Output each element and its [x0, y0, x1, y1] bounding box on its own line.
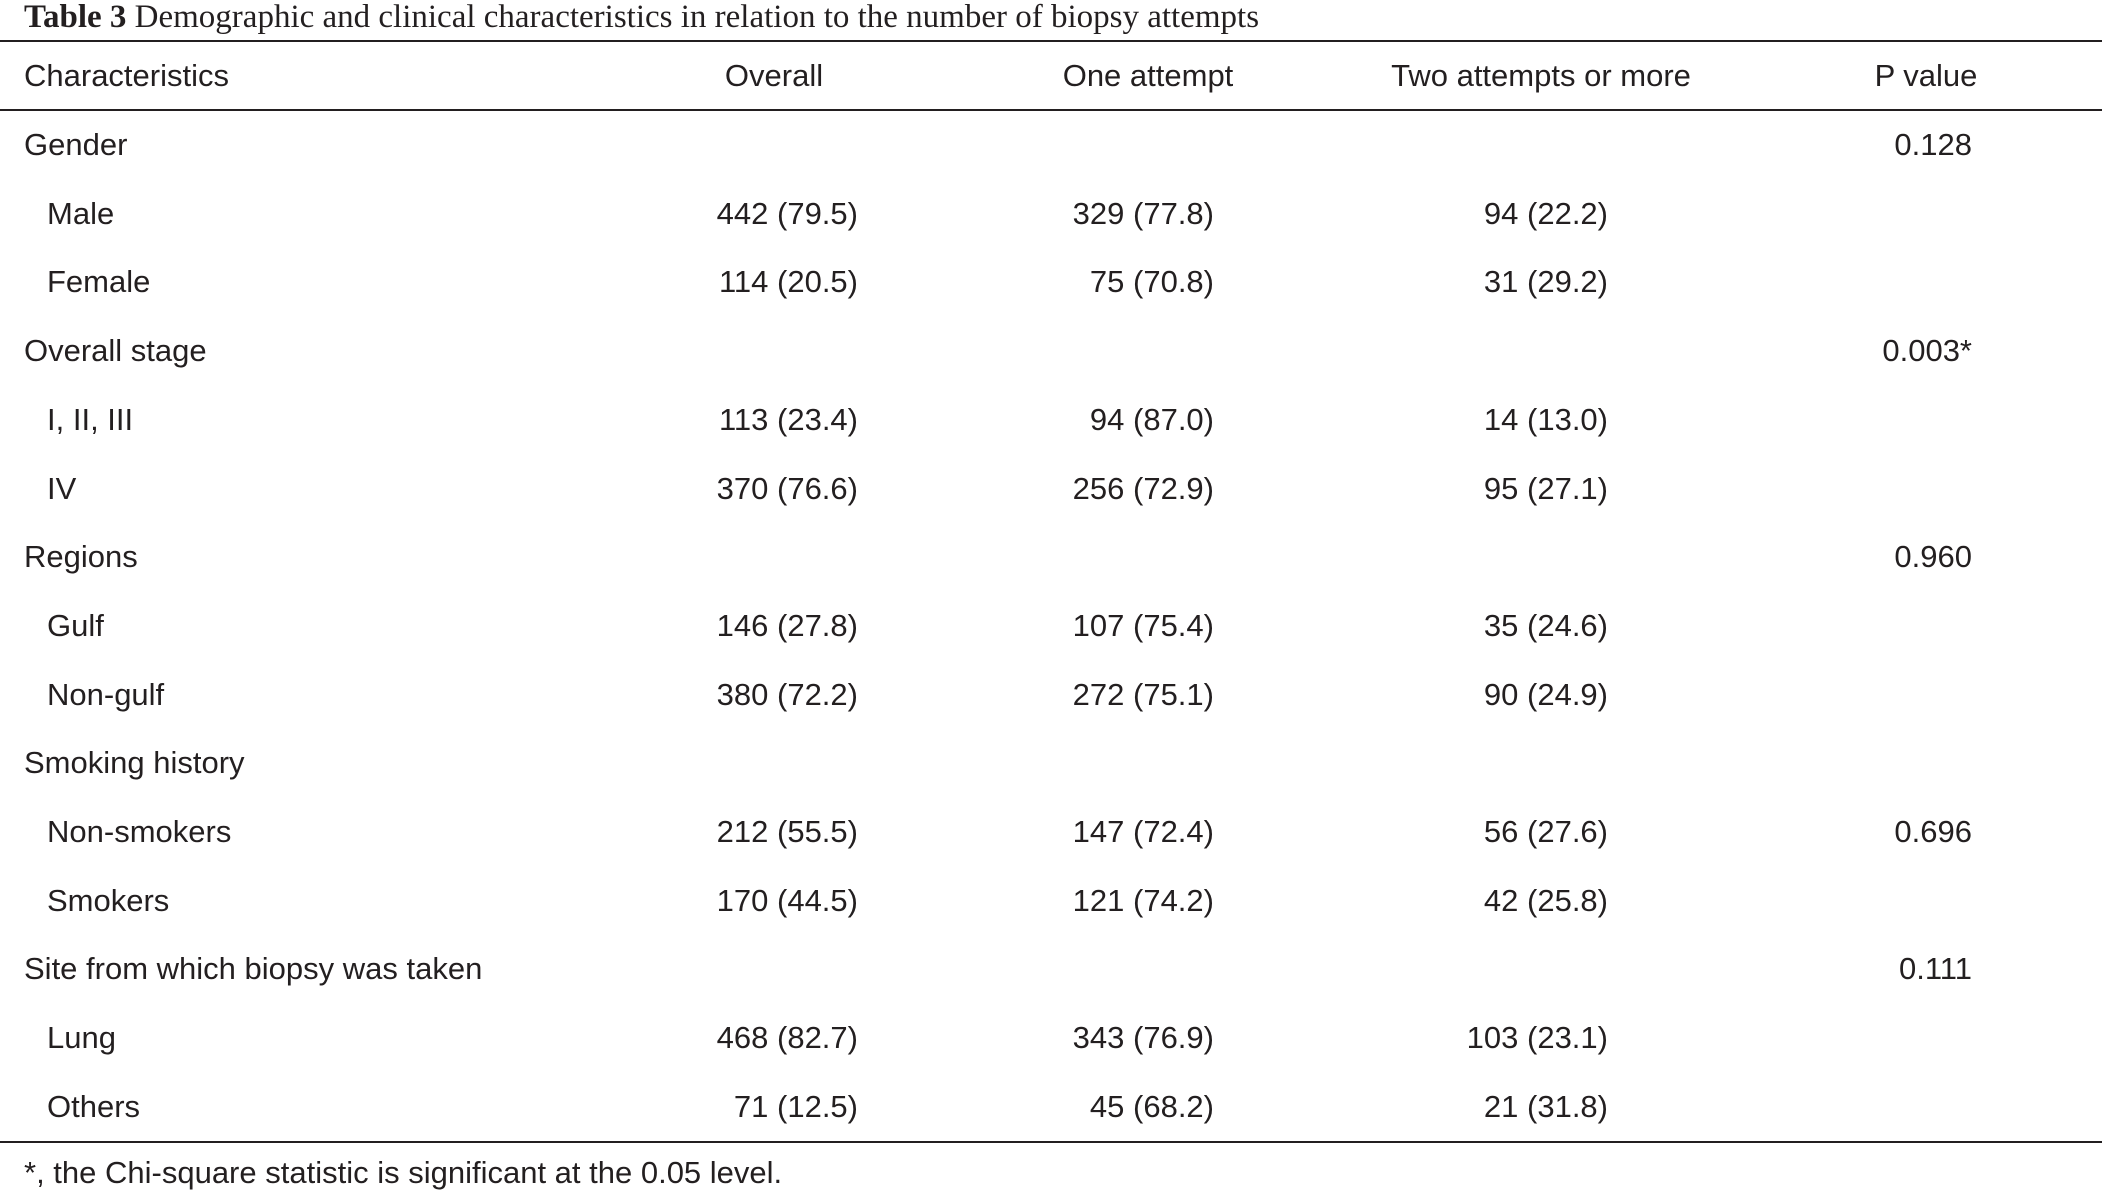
cell-two-attempts-or-more: 35 (24.6)	[1483, 608, 1608, 643]
cell-two-attempts-or-more: 42 (25.8)	[1483, 883, 1608, 918]
cell-overall: 113 (23.4)	[718, 402, 858, 437]
row-label: Non-smokers	[47, 814, 232, 849]
row-group-label: Overall stage	[24, 333, 207, 368]
header-two-attempts-or-more: Two attempts or more	[1391, 58, 1691, 93]
row-label: Female	[47, 264, 151, 299]
row-group-label: Smoking history	[24, 745, 245, 780]
cell-two-attempts-or-more: 31 (29.2)	[1483, 264, 1608, 299]
row-label: Male	[47, 196, 115, 231]
row-label: Lung	[47, 1020, 116, 1055]
header-characteristics: Characteristics	[24, 58, 229, 93]
row-label: IV	[47, 471, 77, 506]
cell-one-attempt: 75 (70.8)	[1089, 264, 1214, 299]
cell-p-value: 0.960	[1894, 539, 1972, 574]
cell-one-attempt: 147 (72.4)	[1072, 814, 1214, 849]
header-p-value: P value	[1874, 58, 1978, 93]
cell-two-attempts-or-more: 21 (31.8)	[1483, 1089, 1608, 1124]
table-header-rule	[0, 109, 2102, 111]
cell-p-value: 0.003*	[1882, 333, 1972, 368]
cell-one-attempt: 256 (72.9)	[1072, 471, 1214, 506]
cell-p-value: 0.696	[1894, 814, 1972, 849]
cell-overall: 370 (76.6)	[716, 471, 858, 506]
cell-one-attempt: 272 (75.1)	[1072, 677, 1214, 712]
row-label: Gulf	[47, 608, 104, 643]
cell-one-attempt: 343 (76.9)	[1072, 1020, 1214, 1055]
cell-one-attempt: 107 (75.4)	[1072, 608, 1214, 643]
row-group-label: Site from which biopsy was taken	[24, 951, 483, 986]
row-label: Non-gulf	[47, 677, 165, 712]
cell-overall: 170 (44.5)	[716, 883, 858, 918]
row-group-label: Regions	[24, 539, 138, 574]
cell-two-attempts-or-more: 90 (24.9)	[1483, 677, 1608, 712]
cell-overall: 71 (12.5)	[733, 1089, 858, 1124]
cell-one-attempt: 45 (68.2)	[1089, 1089, 1214, 1124]
cell-one-attempt: 94 (87.0)	[1089, 402, 1214, 437]
cell-two-attempts-or-more: 56 (27.6)	[1483, 814, 1608, 849]
row-label: Others	[47, 1089, 141, 1124]
cell-two-attempts-or-more: 94 (22.2)	[1483, 196, 1608, 231]
table-footnote: *, the Chi-square statistic is significa…	[24, 1155, 783, 1190]
row-label: I, II, III	[47, 402, 134, 437]
cell-p-value: 0.128	[1894, 127, 1972, 162]
table-bottom-rule	[0, 1141, 2102, 1143]
cell-overall: 468 (82.7)	[716, 1020, 858, 1055]
cell-one-attempt: 121 (74.2)	[1072, 883, 1214, 918]
cell-two-attempts-or-more: 14 (13.0)	[1483, 402, 1608, 437]
cell-one-attempt: 329 (77.8)	[1072, 196, 1214, 231]
table-caption-label: Table 3	[24, 0, 127, 35]
cell-overall: 212 (55.5)	[716, 814, 858, 849]
table-caption: Table 3 Demographic and clinical charact…	[24, 0, 1259, 36]
cell-overall: 380 (72.2)	[716, 677, 858, 712]
cell-p-value: 0.111	[1899, 951, 1972, 986]
cell-overall: 146 (27.8)	[716, 608, 858, 643]
row-label: Smokers	[47, 883, 170, 918]
cell-two-attempts-or-more: 95 (27.1)	[1483, 471, 1608, 506]
header-one-attempt: One attempt	[1062, 58, 1234, 93]
cell-overall: 114 (20.5)	[718, 264, 858, 299]
cell-two-attempts-or-more: 103 (23.1)	[1466, 1020, 1608, 1055]
table-caption-text: Demographic and clinical characteristics…	[134, 0, 1260, 35]
header-overall: Overall	[724, 58, 824, 93]
cell-overall: 442 (79.5)	[716, 196, 858, 231]
table-top-rule	[0, 40, 2102, 42]
row-group-label: Gender	[24, 127, 128, 162]
